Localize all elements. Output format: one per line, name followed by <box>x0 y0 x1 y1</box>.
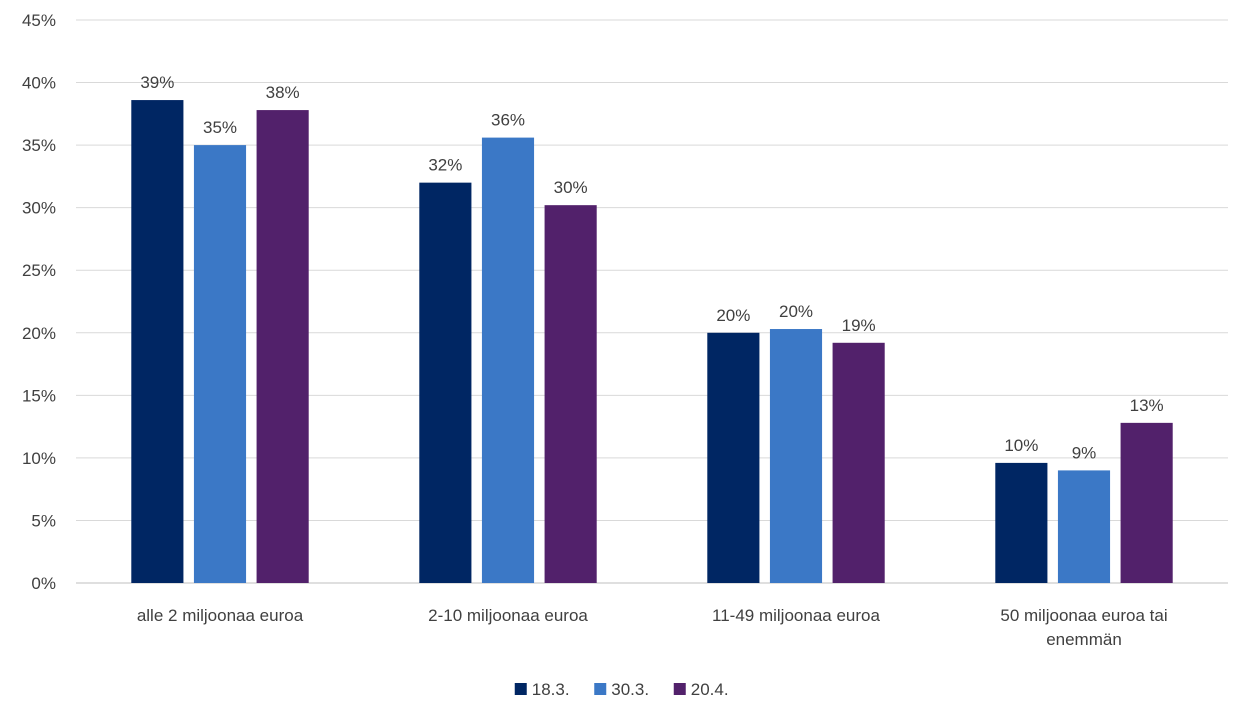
bar <box>1058 470 1110 583</box>
data-label: 19% <box>842 316 876 335</box>
bar <box>833 343 885 583</box>
bar <box>257 110 309 583</box>
bar <box>194 145 246 583</box>
legend-label: 18.3. <box>532 680 570 699</box>
bar <box>419 183 471 583</box>
y-tick-label: 10% <box>22 449 56 468</box>
legend[interactable]: 18.3. 30.3. 20.4. <box>515 680 729 699</box>
bar <box>1121 423 1173 583</box>
y-tick-label: 20% <box>22 324 56 343</box>
legend-label: 20.4. <box>691 680 729 699</box>
bar <box>131 100 183 583</box>
legend-item[interactable]: 20.4. <box>674 680 729 699</box>
y-tick-label: 15% <box>22 386 56 405</box>
data-label: 38% <box>266 83 300 102</box>
x-category-label: 50 miljoonaa euroa tai <box>1000 606 1167 625</box>
x-axis: alle 2 miljoonaa euroa 2-10 miljoonaa eur… <box>137 606 1168 649</box>
bar <box>995 463 1047 583</box>
data-label: 10% <box>1004 436 1038 455</box>
y-tick-label: 40% <box>22 74 56 93</box>
y-tick-label: 35% <box>22 136 56 155</box>
data-label: 13% <box>1130 396 1164 415</box>
bar <box>545 205 597 583</box>
legend-swatch <box>515 683 527 695</box>
y-tick-label: 5% <box>31 511 56 530</box>
data-label: 20% <box>716 306 750 325</box>
legend-item[interactable]: 18.3. <box>515 680 570 699</box>
x-category-label: alle 2 miljoonaa euroa <box>137 606 304 625</box>
y-tick-label: 45% <box>22 11 56 30</box>
bar <box>770 329 822 583</box>
y-tick-label: 0% <box>31 574 56 593</box>
data-label: 20% <box>779 302 813 321</box>
x-category-label: 2-10 miljoonaa euroa <box>428 606 588 625</box>
gridlines <box>76 20 1228 583</box>
data-label: 32% <box>428 156 462 175</box>
bar <box>482 138 534 583</box>
y-tick-label: 25% <box>22 261 56 280</box>
bar <box>707 333 759 583</box>
y-axis: 0% 5% 10% 15% 20% 25% 30% 35% 40% 45% <box>22 11 56 593</box>
bars <box>131 100 1172 583</box>
data-label: 30% <box>554 178 588 197</box>
data-label: 9% <box>1072 443 1097 462</box>
x-category-label: enemmän <box>1046 630 1122 649</box>
data-label: 39% <box>140 73 174 92</box>
x-category-label: 11-49 miljoonaa euroa <box>712 606 880 625</box>
data-label: 35% <box>203 118 237 137</box>
legend-swatch <box>594 683 606 695</box>
legend-item[interactable]: 30.3. <box>594 680 649 699</box>
y-tick-label: 30% <box>22 199 56 218</box>
data-label: 36% <box>491 111 525 130</box>
legend-swatch <box>674 683 686 695</box>
legend-label: 30.3. <box>611 680 649 699</box>
